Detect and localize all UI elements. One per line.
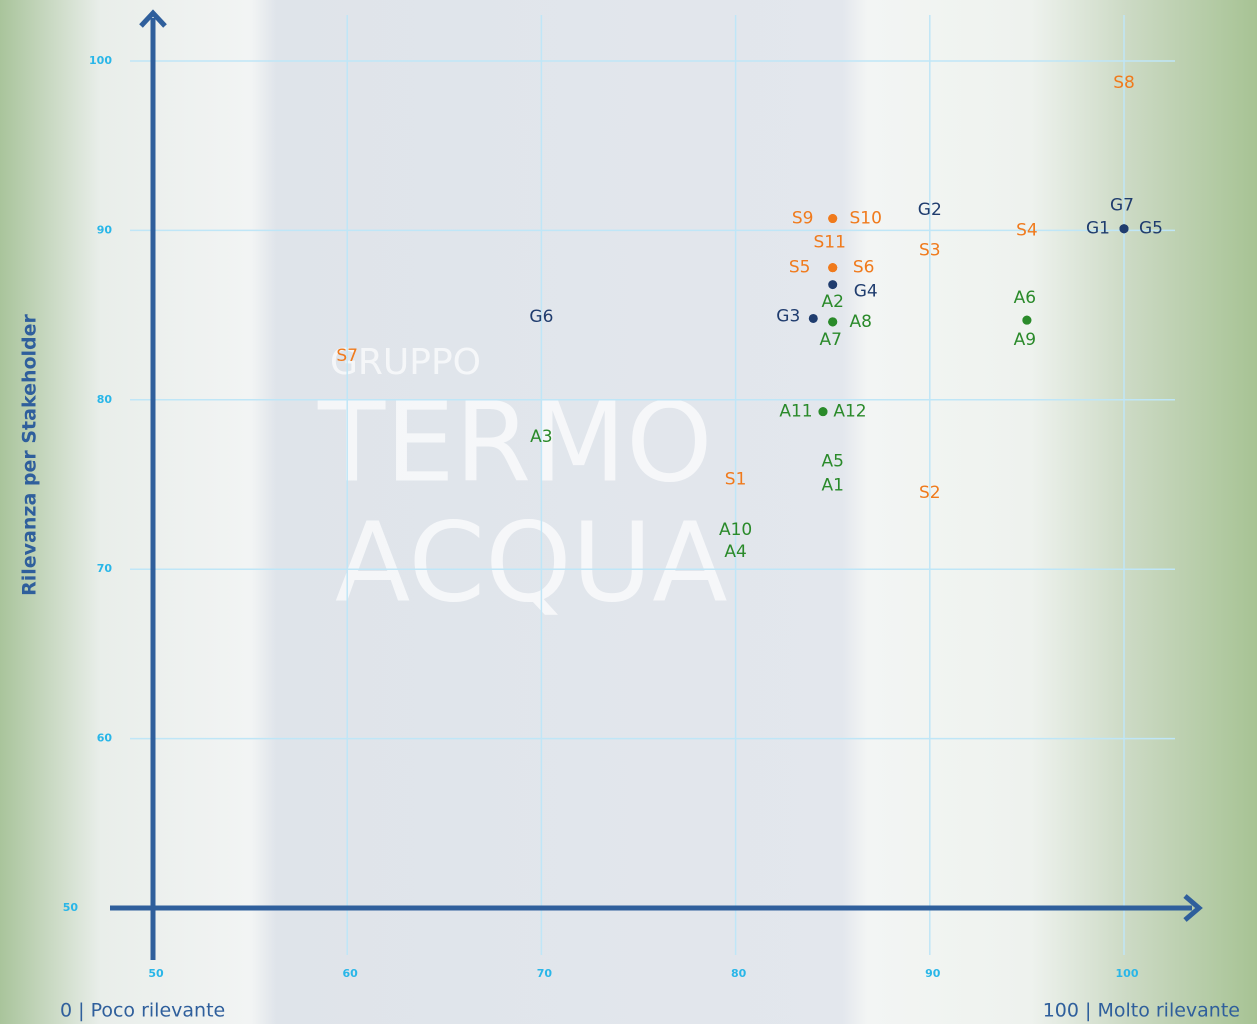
y-tick-label: 90 [97, 223, 113, 236]
point-label: S1 [725, 469, 747, 489]
point-label: S7 [336, 346, 358, 366]
point [828, 317, 837, 326]
point-label: A11 [779, 402, 812, 422]
x-axis-title-left: 0 | Poco rilevante [60, 1000, 225, 1022]
chart: GRUPPO TERMO ACQUA Rilevanza per Stakeho… [0, 0, 1257, 1024]
point-label: S3 [919, 241, 941, 261]
point-label: G1 [1086, 219, 1110, 239]
point [1120, 224, 1129, 233]
point-label: A7 [819, 330, 841, 350]
x-axis-title-right: 100 | Molto rilevante [1043, 1000, 1240, 1022]
point-label: A8 [849, 312, 871, 332]
point-label: S6 [853, 258, 875, 278]
point-label: S8 [1113, 73, 1135, 93]
x-tick-label: 60 [343, 967, 359, 980]
point-label: A2 [821, 292, 843, 312]
point-label: G7 [1110, 196, 1134, 216]
point [828, 280, 837, 289]
point-label: A9 [1014, 330, 1036, 350]
point-label: A3 [530, 427, 552, 447]
point-label: S11 [813, 233, 845, 253]
watermark: ACQUA [335, 498, 727, 626]
x-tick-label: 50 [148, 967, 164, 980]
point-label: A12 [833, 402, 866, 422]
x-tick-label: 90 [925, 967, 941, 980]
y-tick-label: 70 [97, 562, 113, 575]
watermark: TERMO [317, 378, 713, 506]
point-label: A5 [821, 452, 843, 472]
x-tick-label: 80 [731, 967, 747, 980]
point-label: S2 [919, 483, 941, 503]
point-label: A1 [821, 476, 843, 496]
y-axis-title: Rilevanza per Stakeholder [19, 313, 41, 595]
point-label: S10 [849, 209, 881, 229]
y-tick-label: 100 [89, 54, 112, 67]
x-tick-label: 70 [537, 967, 553, 980]
point [828, 263, 837, 272]
point-label: G6 [529, 307, 553, 327]
point [1022, 316, 1031, 325]
point-label: A6 [1014, 288, 1036, 308]
point-label: A4 [724, 542, 746, 562]
point [809, 314, 818, 323]
point-label: G4 [854, 282, 878, 302]
y-tick-label: 80 [97, 393, 113, 406]
y-tick-label: 50 [63, 901, 79, 914]
point-label: S9 [792, 209, 814, 229]
point [818, 407, 827, 416]
point-label: S5 [789, 258, 811, 278]
point-label: A10 [719, 520, 752, 540]
point-label: S4 [1016, 220, 1038, 240]
y-tick-label: 60 [97, 732, 113, 745]
point [828, 214, 837, 223]
x-tick-label: 100 [1116, 967, 1139, 980]
point-label: G5 [1139, 219, 1163, 239]
point-label: G3 [776, 306, 800, 326]
point-label: G2 [918, 200, 942, 220]
page: {"chart_data": {"type": "scatter", "wate… [0, 0, 1257, 1024]
